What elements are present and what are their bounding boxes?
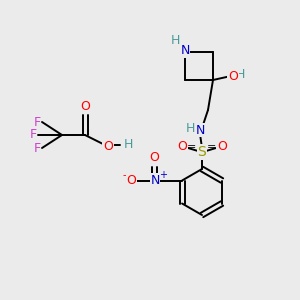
Text: O: O [228,70,238,83]
Text: O: O [177,140,187,152]
Text: N: N [150,174,160,187]
Text: H: H [170,34,180,46]
Text: H: H [185,122,195,136]
Text: S: S [198,145,206,159]
Text: =: = [187,142,197,152]
Text: O: O [217,140,227,152]
Text: N: N [180,44,190,58]
Text: O: O [80,100,90,113]
Text: F: F [33,142,40,154]
Text: H: H [123,139,133,152]
Text: O: O [149,151,159,164]
Text: H: H [235,68,245,82]
Text: =: = [207,142,217,152]
Text: O: O [103,140,113,152]
Text: N: N [195,124,205,136]
Text: F: F [33,116,40,128]
Text: -: - [122,170,126,181]
Text: +: + [159,169,167,179]
Text: F: F [29,128,37,142]
Text: O: O [126,174,136,187]
